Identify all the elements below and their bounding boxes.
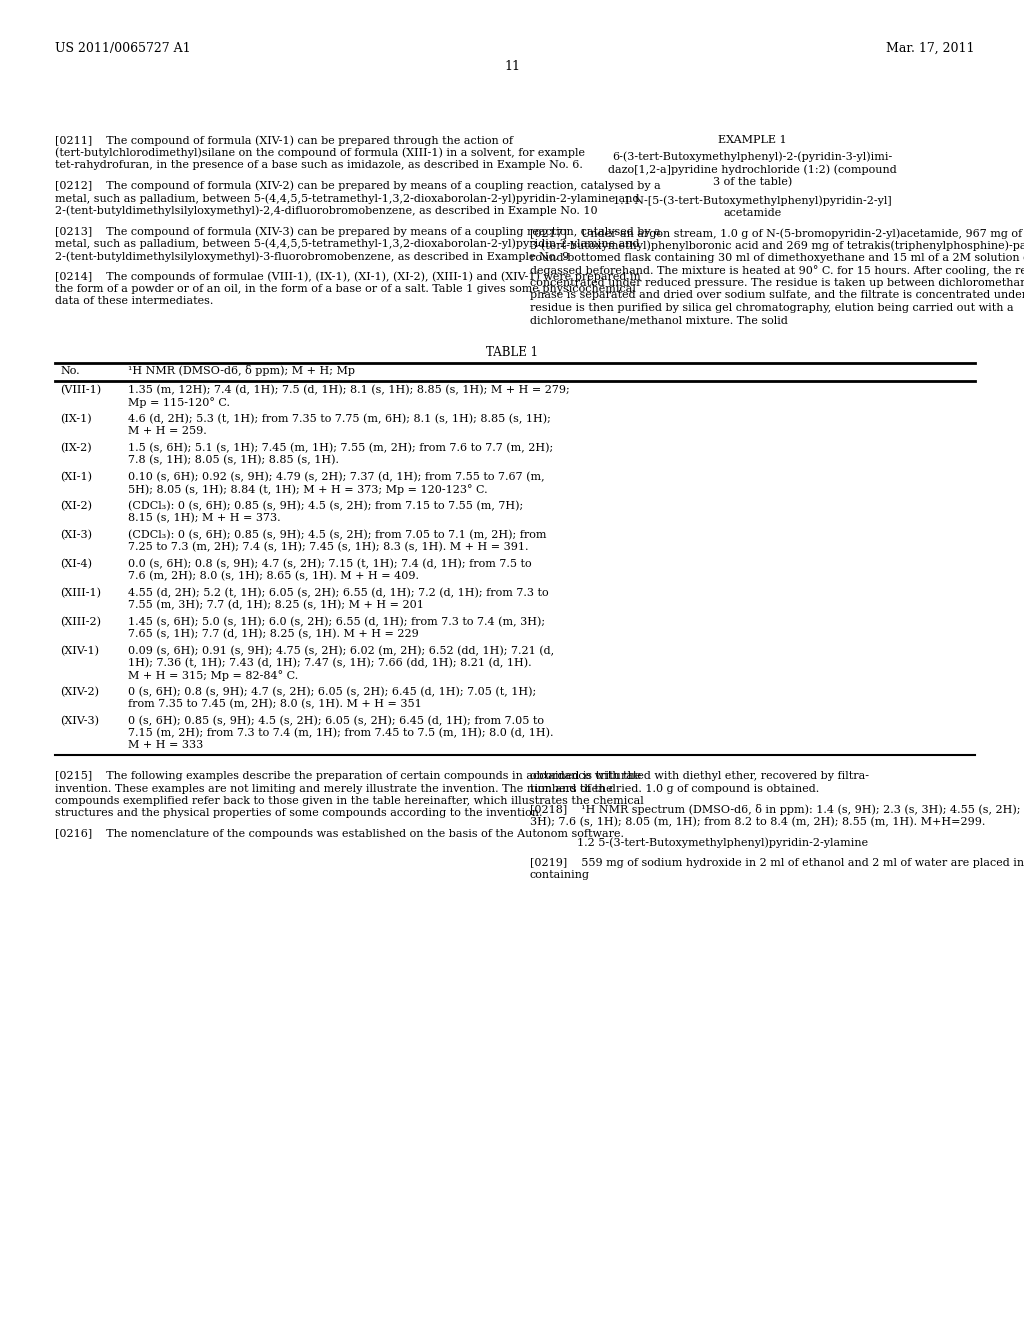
Text: metal, such as palladium, between 5-(4,4,5,5-tetramethyl-1,3,2-dioxaborolan-2-yl: metal, such as palladium, between 5-(4,4… [55, 193, 640, 203]
Text: No.: No. [60, 366, 80, 375]
Text: (XIII-2): (XIII-2) [60, 616, 101, 627]
Text: M + H = 259.: M + H = 259. [128, 426, 207, 436]
Text: structures and the physical properties of some compounds according to the invent: structures and the physical properties o… [55, 808, 543, 818]
Text: 2-(tent-butyldimethylsilyloxymethyl)-2,4-difluorobromobenzene, as described in E: 2-(tent-butyldimethylsilyloxymethyl)-2,4… [55, 206, 598, 216]
Text: 3-(tert-butoxymethyl)phenylboronic acid and 269 mg of tetrakis(triphenylphosphin: 3-(tert-butoxymethyl)phenylboronic acid … [530, 240, 1024, 251]
Text: 0 (s, 6H); 0.85 (s, 9H); 4.5 (s, 2H); 6.05 (s, 2H); 6.45 (d, 1H); from 7.05 to: 0 (s, 6H); 0.85 (s, 9H); 4.5 (s, 2H); 6.… [128, 715, 544, 726]
Text: (CDCl₃): 0 (s, 6H); 0.85 (s, 9H); 4.5 (s, 2H); from 7.05 to 7.1 (m, 2H); from: (CDCl₃): 0 (s, 6H); 0.85 (s, 9H); 4.5 (s… [128, 531, 547, 540]
Text: [0214]    The compounds of formulae (VIII-1), (IX-1), (XI-1), (XI-2), (XIII-1) a: [0214] The compounds of formulae (VIII-1… [55, 272, 641, 282]
Text: EXAMPLE 1: EXAMPLE 1 [718, 135, 786, 145]
Text: (XIV-1): (XIV-1) [60, 645, 99, 656]
Text: [0216]    The nomenclature of the compounds was established on the basis of the : [0216] The nomenclature of the compounds… [55, 829, 624, 840]
Text: [0213]    The compound of formula (XIV-3) can be prepared by means of a coupling: [0213] The compound of formula (XIV-3) c… [55, 226, 660, 236]
Text: [0211]    The compound of formula (XIV-1) can be prepared through the action of: [0211] The compound of formula (XIV-1) c… [55, 135, 513, 145]
Text: 1.45 (s, 6H); 5.0 (s, 1H); 6.0 (s, 2H); 6.55 (d, 1H); from 7.3 to 7.4 (m, 3H);: 1.45 (s, 6H); 5.0 (s, 1H); 6.0 (s, 2H); … [128, 616, 545, 627]
Text: residue is then purified by silica gel chromatography, elution being carried out: residue is then purified by silica gel c… [530, 304, 1014, 313]
Text: 1.2 5-(3-tert-Butoxymethylphenyl)pyridin-2-ylamine: 1.2 5-(3-tert-Butoxymethylphenyl)pyridin… [577, 837, 868, 847]
Text: degassed beforehand. The mixture is heated at 90° C. for 15 hours. After cooling: degassed beforehand. The mixture is heat… [530, 265, 1024, 276]
Text: (XIV-3): (XIV-3) [60, 715, 99, 726]
Text: (XIV-2): (XIV-2) [60, 686, 99, 697]
Text: 7.8 (s, 1H); 8.05 (s, 1H); 8.85 (s, 1H).: 7.8 (s, 1H); 8.05 (s, 1H); 8.85 (s, 1H). [128, 455, 339, 466]
Text: phase is separated and dried over sodium sulfate, and the filtrate is concentrat: phase is separated and dried over sodium… [530, 290, 1024, 301]
Text: (XIII-1): (XIII-1) [60, 587, 101, 598]
Text: 7.6 (m, 2H); 8.0 (s, 1H); 8.65 (s, 1H). M + H = 409.: 7.6 (m, 2H); 8.0 (s, 1H); 8.65 (s, 1H). … [128, 572, 419, 581]
Text: 6-(3-tert-Butoxymethylphenyl)-2-(pyridin-3-yl)imi-: 6-(3-tert-Butoxymethylphenyl)-2-(pyridin… [612, 152, 893, 162]
Text: tet-rahydrofuran, in the presence of a base such as imidazole, as described in E: tet-rahydrofuran, in the presence of a b… [55, 160, 583, 170]
Text: [0217]    Under an argon stream, 1.0 g of N-(5-bromopyridin-2-yl)acetamide, 967 : [0217] Under an argon stream, 1.0 g of N… [530, 228, 1022, 239]
Text: (IX-2): (IX-2) [60, 444, 91, 453]
Text: 1.1 N-[5-(3-tert-Butoxymethylphenyl)pyridin-2-yl]: 1.1 N-[5-(3-tert-Butoxymethylphenyl)pyri… [613, 195, 892, 206]
Text: 7.55 (m, 3H); 7.7 (d, 1H); 8.25 (s, 1H); M + H = 201: 7.55 (m, 3H); 7.7 (d, 1H); 8.25 (s, 1H);… [128, 601, 424, 610]
Text: tion and then dried. 1.0 g of compound is obtained.: tion and then dried. 1.0 g of compound i… [530, 784, 819, 793]
Text: 1H); 7.36 (t, 1H); 7.43 (d, 1H); 7.47 (s, 1H); 7.66 (dd, 1H); 8.21 (d, 1H).: 1H); 7.36 (t, 1H); 7.43 (d, 1H); 7.47 (s… [128, 657, 531, 668]
Text: containing: containing [530, 870, 590, 880]
Text: [0218]    ¹H NMR spectrum (DMSO-d6, δ in ppm): 1.4 (s, 9H); 2.3 (s, 3H); 4.55 (s: [0218] ¹H NMR spectrum (DMSO-d6, δ in pp… [530, 804, 1024, 814]
Text: 2-(tent-butyldimethylsilyloxymethyl)-3-fluorobromobenzene, as described in Examp: 2-(tent-butyldimethylsilyloxymethyl)-3-f… [55, 251, 569, 261]
Text: 3H); 7.6 (s, 1H); 8.05 (m, 1H); from 8.2 to 8.4 (m, 2H); 8.55 (m, 1H). M+H=299.: 3H); 7.6 (s, 1H); 8.05 (m, 1H); from 8.2… [530, 817, 985, 826]
Text: Mp = 115-120° C.: Mp = 115-120° C. [128, 397, 230, 408]
Text: 1.35 (m, 12H); 7.4 (d, 1H); 7.5 (d, 1H); 8.1 (s, 1H); 8.85 (s, 1H); M + H = 279;: 1.35 (m, 12H); 7.4 (d, 1H); 7.5 (d, 1H);… [128, 385, 569, 396]
Text: (IX-1): (IX-1) [60, 414, 91, 424]
Text: (XI-4): (XI-4) [60, 558, 92, 569]
Text: from 7.35 to 7.45 (m, 2H); 8.0 (s, 1H). M + H = 351: from 7.35 to 7.45 (m, 2H); 8.0 (s, 1H). … [128, 700, 422, 709]
Text: 7.65 (s, 1H); 7.7 (d, 1H); 8.25 (s, 1H). M + H = 229: 7.65 (s, 1H); 7.7 (d, 1H); 8.25 (s, 1H).… [128, 630, 419, 639]
Text: round-bottomed flask containing 30 ml of dimethoxyethane and 15 ml of a 2M solut: round-bottomed flask containing 30 ml of… [530, 253, 1024, 263]
Text: obtained is triturated with diethyl ether, recovered by filtra-: obtained is triturated with diethyl ethe… [530, 771, 869, 781]
Text: concentrated under reduced pressure. The residue is taken up between dichloromet: concentrated under reduced pressure. The… [530, 279, 1024, 288]
Text: (XI-3): (XI-3) [60, 531, 92, 540]
Text: acetamide: acetamide [723, 207, 781, 218]
Text: compounds exemplified refer back to those given in the table hereinafter, which : compounds exemplified refer back to thos… [55, 796, 644, 807]
Text: [0215]    The following examples describe the preparation of certain compounds i: [0215] The following examples describe t… [55, 771, 641, 781]
Text: [0219]    559 mg of sodium hydroxide in 2 ml of ethanol and 2 ml of water are pl: [0219] 559 mg of sodium hydroxide in 2 m… [530, 858, 1024, 867]
Text: 3 of the table): 3 of the table) [713, 177, 793, 187]
Text: dichloromethane/methanol mixture. The solid: dichloromethane/methanol mixture. The so… [530, 315, 787, 326]
Text: 0 (s, 6H); 0.8 (s, 9H); 4.7 (s, 2H); 6.05 (s, 2H); 6.45 (d, 1H); 7.05 (t, 1H);: 0 (s, 6H); 0.8 (s, 9H); 4.7 (s, 2H); 6.0… [128, 686, 537, 697]
Text: US 2011/0065727 A1: US 2011/0065727 A1 [55, 42, 190, 55]
Text: 5H); 8.05 (s, 1H); 8.84 (t, 1H); M + H = 373; Mp = 120-123° C.: 5H); 8.05 (s, 1H); 8.84 (t, 1H); M + H =… [128, 484, 487, 495]
Text: (XI-1): (XI-1) [60, 473, 92, 482]
Text: ¹H NMR (DMSO-d6, δ ppm); M + H; Mp: ¹H NMR (DMSO-d6, δ ppm); M + H; Mp [128, 366, 355, 376]
Text: the form of a powder or of an oil, in the form of a base or of a salt. Table 1 g: the form of a powder or of an oil, in th… [55, 284, 636, 294]
Text: 0.10 (s, 6H); 0.92 (s, 9H); 4.79 (s, 2H); 7.37 (d, 1H); from 7.55 to 7.67 (m,: 0.10 (s, 6H); 0.92 (s, 9H); 4.79 (s, 2H)… [128, 473, 545, 482]
Text: (XI-2): (XI-2) [60, 502, 92, 511]
Text: 8.15 (s, 1H); M + H = 373.: 8.15 (s, 1H); M + H = 373. [128, 513, 281, 523]
Text: [0212]    The compound of formula (XIV-2) can be prepared by means of a coupling: [0212] The compound of formula (XIV-2) c… [55, 181, 660, 191]
Text: TABLE 1: TABLE 1 [486, 346, 538, 359]
Text: 11: 11 [504, 59, 520, 73]
Text: data of these intermediates.: data of these intermediates. [55, 297, 213, 306]
Text: invention. These examples are not limiting and merely illustrate the invention. : invention. These examples are not limiti… [55, 784, 612, 793]
Text: Mar. 17, 2011: Mar. 17, 2011 [887, 42, 975, 55]
Text: 4.6 (d, 2H); 5.3 (t, 1H); from 7.35 to 7.75 (m, 6H); 8.1 (s, 1H); 8.85 (s, 1H);: 4.6 (d, 2H); 5.3 (t, 1H); from 7.35 to 7… [128, 414, 551, 424]
Text: (CDCl₃): 0 (s, 6H); 0.85 (s, 9H); 4.5 (s, 2H); from 7.15 to 7.55 (m, 7H);: (CDCl₃): 0 (s, 6H); 0.85 (s, 9H); 4.5 (s… [128, 502, 523, 511]
Text: 7.25 to 7.3 (m, 2H); 7.4 (s, 1H); 7.45 (s, 1H); 8.3 (s, 1H). M + H = 391.: 7.25 to 7.3 (m, 2H); 7.4 (s, 1H); 7.45 (… [128, 543, 528, 552]
Text: 0.0 (s, 6H); 0.8 (s, 9H); 4.7 (s, 2H); 7.15 (t, 1H); 7.4 (d, 1H); from 7.5 to: 0.0 (s, 6H); 0.8 (s, 9H); 4.7 (s, 2H); 7… [128, 558, 531, 569]
Text: dazo[1,2-a]pyridine hydrochloride (1:2) (compound: dazo[1,2-a]pyridine hydrochloride (1:2) … [608, 164, 897, 174]
Text: 4.55 (d, 2H); 5.2 (t, 1H); 6.05 (s, 2H); 6.55 (d, 1H); 7.2 (d, 1H); from 7.3 to: 4.55 (d, 2H); 5.2 (t, 1H); 6.05 (s, 2H);… [128, 587, 549, 598]
Text: (tert-butylchlorodimethyl)silane on the compound of formula (XIII-1) in a solven: (tert-butylchlorodimethyl)silane on the … [55, 148, 585, 158]
Text: 7.15 (m, 2H); from 7.3 to 7.4 (m, 1H); from 7.45 to 7.5 (m, 1H); 8.0 (d, 1H).: 7.15 (m, 2H); from 7.3 to 7.4 (m, 1H); f… [128, 729, 554, 738]
Text: metal, such as palladium, between 5-(4,4,5,5-tetramethyl-1,3,2-dioxaborolan-2-yl: metal, such as palladium, between 5-(4,4… [55, 239, 640, 249]
Text: 0.09 (s, 6H); 0.91 (s, 9H); 4.75 (s, 2H); 6.02 (m, 2H); 6.52 (dd, 1H); 7.21 (d,: 0.09 (s, 6H); 0.91 (s, 9H); 4.75 (s, 2H)… [128, 645, 554, 656]
Text: M + H = 315; Mp = 82-84° C.: M + H = 315; Mp = 82-84° C. [128, 671, 298, 681]
Text: (VIII-1): (VIII-1) [60, 385, 101, 395]
Text: 1.5 (s, 6H); 5.1 (s, 1H); 7.45 (m, 1H); 7.55 (m, 2H); from 7.6 to 7.7 (m, 2H);: 1.5 (s, 6H); 5.1 (s, 1H); 7.45 (m, 1H); … [128, 444, 553, 453]
Text: M + H = 333: M + H = 333 [128, 741, 203, 750]
